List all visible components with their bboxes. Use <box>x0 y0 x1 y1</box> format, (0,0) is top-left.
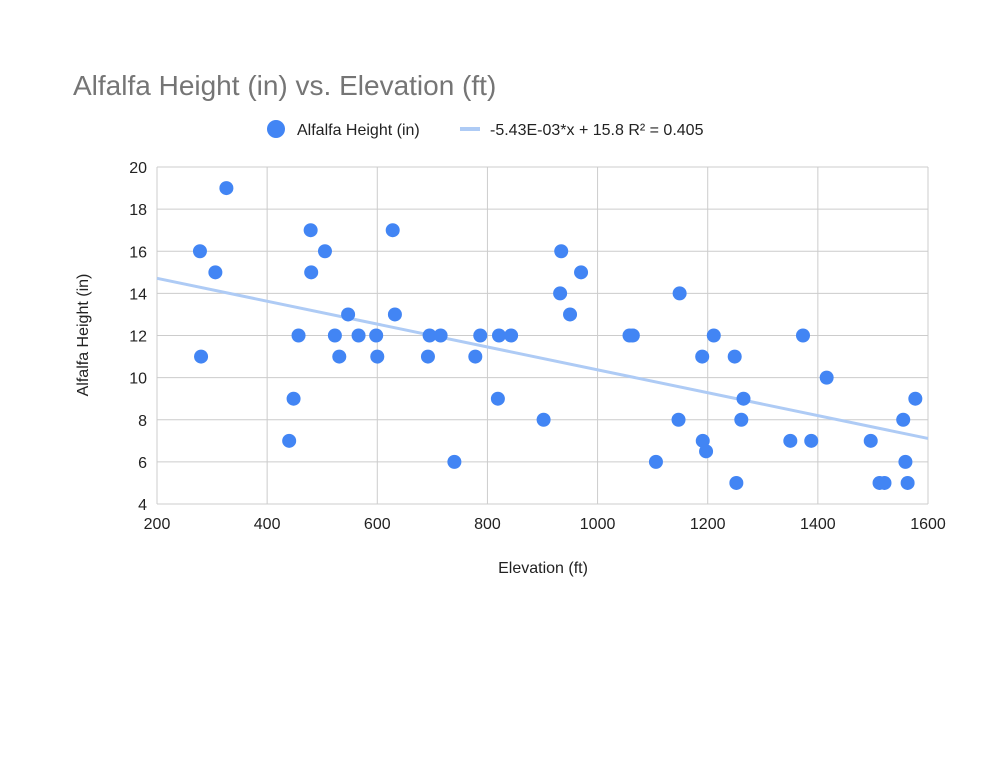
data-point <box>863 433 878 448</box>
data-point <box>192 244 207 259</box>
x-tick-label: 1600 <box>910 516 946 533</box>
y-tick-label: 16 <box>129 244 147 261</box>
data-point <box>553 286 568 301</box>
data-point <box>695 349 710 364</box>
data-point <box>625 328 640 343</box>
data-point <box>734 412 749 427</box>
data-point <box>695 433 710 448</box>
y-tick-label: 4 <box>138 497 147 514</box>
data-point <box>291 328 306 343</box>
x-tick-label: 1400 <box>800 516 836 533</box>
data-point <box>468 349 483 364</box>
data-point <box>490 391 505 406</box>
data-point <box>554 244 569 259</box>
grid <box>156 166 929 505</box>
y-tick-label: 8 <box>138 413 147 430</box>
data-point <box>473 328 488 343</box>
x-tick-label: 600 <box>364 516 391 533</box>
data-points <box>192 181 923 490</box>
data-point <box>648 454 663 469</box>
data-point <box>317 244 332 259</box>
y-tick-label: 18 <box>129 202 147 219</box>
data-point <box>219 181 234 196</box>
data-point <box>804 433 819 448</box>
x-axis-ticks: 200 400 600 800 1000 1200 1400 1600 <box>144 516 946 533</box>
data-point <box>671 412 686 427</box>
data-point <box>706 328 721 343</box>
data-point <box>422 328 437 343</box>
data-point <box>369 328 384 343</box>
chart-title: Alfalfa Height (in) vs. Elevation (ft) <box>73 70 496 101</box>
legend: Alfalfa Height (in) -5.43E-03*x + 15.8 R… <box>267 120 704 139</box>
data-point <box>433 328 448 343</box>
y-tick-label: 6 <box>138 455 147 472</box>
data-point <box>896 412 911 427</box>
data-point <box>536 412 551 427</box>
data-point <box>351 328 366 343</box>
data-point <box>504 328 519 343</box>
data-point <box>385 223 400 238</box>
data-point <box>420 349 435 364</box>
legend-marker-points <box>267 120 285 138</box>
data-point <box>729 475 744 490</box>
data-point <box>327 328 342 343</box>
data-point <box>303 223 318 238</box>
x-tick-label: 1200 <box>690 516 726 533</box>
data-point <box>783 433 798 448</box>
data-point <box>208 265 223 280</box>
data-point <box>282 433 297 448</box>
data-point <box>387 307 402 322</box>
data-point <box>194 349 209 364</box>
data-point <box>563 307 578 322</box>
data-point <box>900 475 915 490</box>
y-axis-ticks: 4 6 8 10 12 14 16 18 20 <box>129 160 147 514</box>
y-axis-label: Alfalfa Height (in) <box>75 274 92 397</box>
data-point <box>877 475 892 490</box>
data-point <box>286 391 301 406</box>
data-point <box>736 391 751 406</box>
y-tick-label: 10 <box>129 371 147 388</box>
data-point <box>795 328 810 343</box>
data-point <box>672 286 687 301</box>
data-point <box>898 454 913 469</box>
y-tick-label: 14 <box>129 286 147 303</box>
data-point <box>491 328 506 343</box>
data-point <box>370 349 385 364</box>
data-point <box>332 349 347 364</box>
x-tick-label: 200 <box>144 516 171 533</box>
y-tick-label: 20 <box>129 160 147 177</box>
trendline <box>156 276 929 440</box>
trendline-group <box>156 276 929 440</box>
data-point <box>727 349 742 364</box>
data-point <box>341 307 356 322</box>
data-point <box>908 391 923 406</box>
data-point <box>819 370 834 385</box>
data-point <box>699 444 714 459</box>
data-point <box>574 265 589 280</box>
data-point <box>304 265 319 280</box>
legend-label-trendline: -5.43E-03*x + 15.8 R² = 0.405 <box>490 122 704 139</box>
data-point <box>447 454 462 469</box>
x-tick-label: 800 <box>474 516 501 533</box>
legend-label-points: Alfalfa Height (in) <box>297 122 420 139</box>
x-axis-label: Elevation (ft) <box>498 560 588 577</box>
x-tick-label: 1000 <box>580 516 616 533</box>
y-tick-label: 12 <box>129 329 147 346</box>
x-tick-label: 400 <box>254 516 281 533</box>
